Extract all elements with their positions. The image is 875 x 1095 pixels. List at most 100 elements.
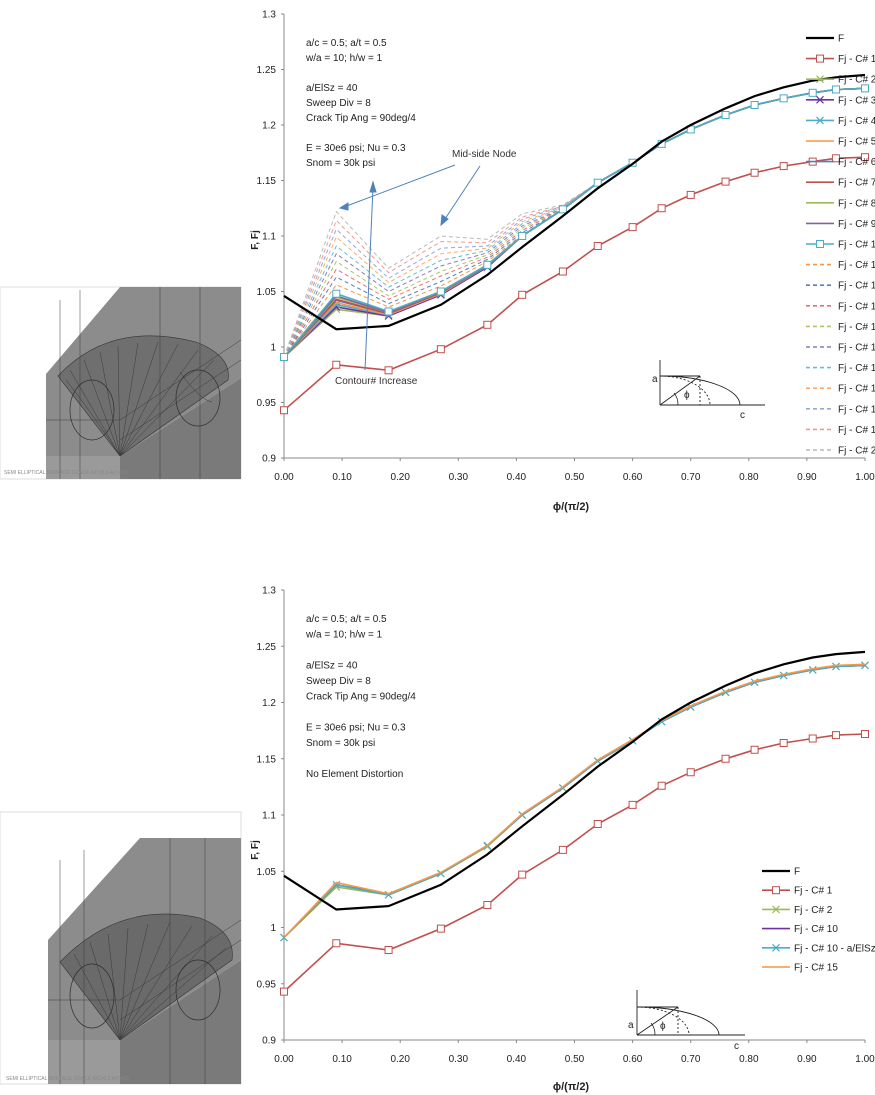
data-point <box>558 845 567 854</box>
legend-label: Fj - C# 15 <box>838 343 875 354</box>
legend-item: Fj - C# 12 <box>806 281 875 292</box>
legend-item: Fj - C# 5 <box>806 137 875 148</box>
y-tick-label: 1.3 <box>262 10 276 21</box>
legend-item: Fj - C# 1 <box>806 54 875 65</box>
x-tick-label: 0.60 <box>623 1054 643 1065</box>
chart-2-inset-diagram <box>636 990 745 1036</box>
y-tick-label: 1.2 <box>262 698 276 709</box>
parameter-line: Crack Tip Ang = 90deg/4 <box>306 692 416 703</box>
x-tick-label: 0.70 <box>681 1054 701 1065</box>
legend-item: Fj - C# 8 <box>806 198 875 209</box>
legend-label: Fj - C# 18 <box>838 404 875 415</box>
data-point <box>384 946 393 954</box>
legend-item: Fj - C# 10 <box>762 924 838 935</box>
x-tick-label: 0.70 <box>681 472 701 483</box>
y-tick-label: 1 <box>270 923 276 934</box>
y-tick-label: 1.05 <box>257 867 277 878</box>
y-tick-label: 1.25 <box>257 642 277 653</box>
legend-item: Fj - C# 18 <box>806 404 875 415</box>
y-tick-label: 1.15 <box>257 754 277 765</box>
y-tick-label: 1.1 <box>262 232 276 243</box>
legend-label: Fj - C# 1 <box>838 54 875 65</box>
series-c19 <box>283 87 866 358</box>
legend-label: Fj - C# 7 <box>838 178 875 189</box>
parameter-line: Snom = 30k psi <box>306 158 375 169</box>
arrow-midside-1 <box>343 164 456 208</box>
y-tick-label: 0.95 <box>257 398 277 409</box>
inset-a-label: a <box>652 374 658 385</box>
parameter-line: Sweep Div = 8 <box>306 98 371 109</box>
chart-1-ticks: 0.9 0.95 1 1.05 1.1 1.15 1.2 1.25 1.3 0.00 0.10 0.2… <box>257 10 875 484</box>
inset-phi-label: ϕ <box>684 390 690 401</box>
legend-item: Fj - C# 14 <box>806 322 875 333</box>
data-point <box>483 901 492 909</box>
data-point <box>558 205 567 214</box>
series-c1 <box>280 153 869 415</box>
legend-label: Fj - C# 14 <box>838 322 875 333</box>
legend-item: Fj - C# 11 <box>806 260 875 271</box>
series-line <box>283 663 866 939</box>
parameter-line: a/c = 0.5; a/t = 0.5 <box>306 38 387 49</box>
series-line <box>283 664 866 939</box>
data-point <box>808 88 817 97</box>
series-line <box>283 650 866 911</box>
data-point <box>657 781 666 790</box>
legend-label: Fj - C# 4 <box>838 116 875 127</box>
x-tick-label: 0.30 <box>449 1054 469 1065</box>
legend-label: Fj - C# 9 <box>838 219 875 230</box>
data-point <box>686 190 695 199</box>
legend-label: Fj - C# 17 <box>838 384 875 395</box>
legend-label: Fj - C# 5 <box>838 137 875 148</box>
legend-label: Fj - C# 12 <box>838 281 875 292</box>
y-tick-label: 0.9 <box>262 1036 276 1047</box>
legend-item: Fj - C# 10 <box>806 240 875 251</box>
data-point <box>436 287 445 296</box>
x-tick-label: 0.20 <box>390 472 410 483</box>
data-point <box>861 661 869 670</box>
legend-label: Fj - C# 20 <box>838 446 875 457</box>
inset-a-label-2: a <box>628 1020 634 1031</box>
data-point <box>384 307 393 316</box>
data-point <box>280 406 288 415</box>
contour-increase-label: Contour# Increase <box>335 376 418 387</box>
data-point <box>808 665 817 674</box>
arrowhead-midside-2 <box>440 214 449 227</box>
data-point <box>628 223 637 232</box>
series-f <box>283 650 866 911</box>
chart-2: 0.9 0.95 1 1.05 1.1 1.15 1.2 1.25 1.3 0.00 0.10 0.2… <box>250 586 875 1094</box>
legend-marker <box>816 54 824 63</box>
data-point <box>436 345 445 354</box>
legend-marker <box>816 75 824 84</box>
arrow-midside-2 <box>442 165 481 223</box>
x-tick-label: 1.00 <box>855 1054 875 1065</box>
legend-item: Fj - C# 13 <box>806 301 875 312</box>
data-point <box>861 153 869 162</box>
parameter-line: w/a = 10; h/w = 1 <box>305 630 383 641</box>
legend-marker <box>816 240 824 248</box>
legend-item: Fj - C# 4 <box>806 116 875 127</box>
y-tick-label: 1.25 <box>257 65 277 76</box>
x-tick-label: 0.60 <box>623 472 643 483</box>
chart-2-axes <box>283 590 865 1041</box>
data-point <box>779 162 788 171</box>
series-line <box>283 73 866 331</box>
x-tick-label: 0.10 <box>332 1054 352 1065</box>
x-tick-label: 0.40 <box>507 1054 527 1065</box>
legend-item: Fj - C# 19 <box>806 425 875 436</box>
legend-item: F <box>806 34 844 45</box>
legend-item: Fj - C# 15 <box>762 963 838 974</box>
parameter-line: w/a = 10; h/w = 1 <box>305 53 383 64</box>
series-c2 <box>280 84 869 361</box>
mesh-caption-1: SEMI ELLIPTICAL SURFACE CRACK A/C=0.5 A/… <box>4 470 127 476</box>
legend-item: Fj - C# 17 <box>806 384 875 395</box>
parameter-line: E = 30e6 psi; Nu = 0.3 <box>306 143 406 154</box>
x-tick-label: 1.00 <box>855 472 875 483</box>
legend-label: Fj - C# 15 <box>794 963 838 974</box>
legend-item: Fj - C# 10 - a/ElSz 30 <box>762 943 875 954</box>
chart-1-series <box>280 73 869 415</box>
chart-2-legend: F Fj - C# 1 Fj - C# 2 Fj - C# 10 Fj - C# 10 … <box>762 867 875 974</box>
legend-label: Fj - C# 16 <box>838 363 875 374</box>
legend-item: Fj - C# 15 <box>806 343 875 354</box>
chart-1-arrows <box>338 164 481 371</box>
